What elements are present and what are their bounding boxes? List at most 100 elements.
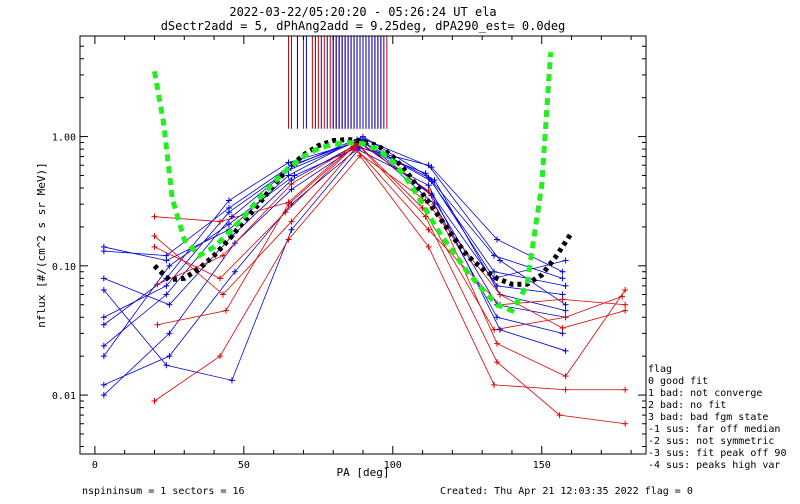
data-point <box>288 226 295 233</box>
data-point <box>154 321 161 328</box>
data-point <box>217 275 224 282</box>
data-point <box>100 248 107 255</box>
data-point <box>166 353 173 360</box>
data-point <box>622 287 629 294</box>
data-point <box>166 330 173 337</box>
data-point <box>497 326 504 333</box>
flux-line <box>154 145 626 306</box>
data-point <box>225 221 232 228</box>
legend-item: -4 sus: peaks high var <box>648 460 780 471</box>
data-point <box>491 268 498 275</box>
data-point <box>556 412 563 419</box>
flux-line <box>154 140 626 377</box>
legend-item: -1 sus: far off median <box>648 424 780 435</box>
data-point <box>166 301 173 308</box>
legend-item: 2 bad: no fit <box>648 400 726 411</box>
data-point <box>622 386 629 393</box>
data-point <box>151 243 158 250</box>
data-point <box>163 252 170 259</box>
data-point <box>285 236 292 243</box>
x-tick-label: 50 <box>238 460 250 471</box>
x-tick-label: 100 <box>384 460 402 471</box>
data-point <box>562 314 569 321</box>
data-point <box>151 213 158 220</box>
data-point <box>562 307 569 314</box>
data-point <box>100 381 107 388</box>
data-point <box>494 359 501 366</box>
data-point <box>222 307 229 314</box>
data-point <box>622 420 629 427</box>
y-tick-label: 1.00 <box>52 133 76 144</box>
data-point <box>491 381 498 388</box>
data-point <box>562 282 569 289</box>
chart-subtitle: dSectr2add = 5, dPhAng2add = 9.25deg, dP… <box>161 19 566 33</box>
data-point <box>425 243 432 250</box>
data-point <box>100 392 107 399</box>
data-point <box>425 187 432 194</box>
data-point <box>562 386 569 393</box>
data-point <box>562 301 569 308</box>
data-point <box>425 182 432 189</box>
data-point <box>494 236 501 243</box>
axes: 0 50 100 150 0.01 0.10 1.00 <box>52 35 646 471</box>
y-tick-label: 0.10 <box>52 262 76 273</box>
legend-item: 0 good fit <box>648 376 708 387</box>
footer-created: Created: Thu Apr 21 12:03:35 2022 flag =… <box>440 486 693 497</box>
data-point <box>288 186 295 193</box>
data-point <box>219 291 226 298</box>
data-point <box>228 377 235 384</box>
data-point <box>351 143 358 150</box>
data-point <box>562 347 569 354</box>
data-point <box>163 291 170 298</box>
legend-item: -2 sus: not symmetric <box>648 436 774 447</box>
data-point <box>231 268 238 275</box>
fit-curve-black <box>152 136 574 287</box>
data-point <box>228 213 235 220</box>
flux-line <box>103 140 566 326</box>
data-point <box>559 268 566 275</box>
flux-line <box>103 138 563 318</box>
data-point <box>559 325 566 332</box>
data-point <box>151 233 158 240</box>
x-axis-label: PA [deg] <box>337 466 390 479</box>
y-axis-label: nflux [#/(cm^2 s sr MeV)] <box>35 162 48 328</box>
data-point <box>166 262 173 269</box>
data-point <box>288 180 295 187</box>
data-point <box>559 330 566 337</box>
fit-curve-green <box>152 51 554 314</box>
data-point <box>425 226 432 233</box>
data-point <box>225 197 232 204</box>
data-point <box>100 314 107 321</box>
data-point <box>291 172 298 179</box>
data-point <box>559 296 566 303</box>
data-point <box>285 201 292 208</box>
flux-line <box>157 142 623 331</box>
data-point <box>151 397 158 404</box>
data-point <box>163 362 170 369</box>
y-tick-label: 0.01 <box>52 391 76 402</box>
data-point <box>428 178 435 185</box>
data-point <box>559 275 566 282</box>
data-point <box>494 340 501 347</box>
data-point <box>619 293 626 300</box>
data-point <box>154 281 161 288</box>
legend-item: -3 sus: fit peak off 90 <box>648 448 786 459</box>
data-point <box>100 321 107 328</box>
legend-item: 1 bad: not converge <box>648 388 762 399</box>
data-point <box>562 257 569 264</box>
flux-line <box>157 143 626 425</box>
legend-title: flag <box>648 364 672 375</box>
flux-line <box>154 149 626 329</box>
data-point <box>494 314 501 321</box>
footer-spin-info: nspininsum = 1 sectors = 16 <box>82 486 245 497</box>
flux-line <box>103 145 563 396</box>
data-point <box>100 353 107 360</box>
flux-line <box>154 155 626 402</box>
legend-item: 3 bad: bad fgm state <box>648 412 768 423</box>
data-point <box>217 218 224 225</box>
data-point <box>100 275 107 282</box>
data-point <box>100 287 107 294</box>
x-tick-label: 150 <box>533 460 551 471</box>
